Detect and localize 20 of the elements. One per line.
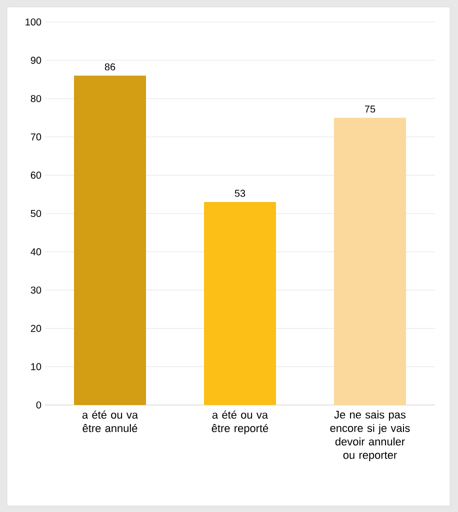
- y-tick-label: 10: [31, 363, 42, 370]
- y-tick-label: 20: [30, 324, 42, 332]
- y-tick-label: 90: [30, 56, 42, 64]
- x-tick-label: a été ou va être annulé: [82, 410, 138, 432]
- y-tick-label: 0: [36, 401, 42, 409]
- y-tick-label: 80: [30, 95, 42, 102]
- data-label: 53: [234, 190, 246, 197]
- y-tick-label: 30: [30, 286, 42, 294]
- x-tick-label: Je ne sais pas encore si je vais devoir annuler ou reporter: [330, 410, 410, 462]
- data-label: 75: [364, 106, 376, 113]
- data-label: 86: [104, 63, 116, 70]
- bar: [334, 118, 406, 405]
- bar: [204, 202, 276, 405]
- y-tick-label: 100: [26, 18, 42, 26]
- y-tick-label: 70: [30, 133, 42, 140]
- y-tick-label: 40: [30, 248, 42, 256]
- x-tick-label: a été ou va être reporté: [212, 410, 268, 434]
- y-tick-label: 50: [30, 210, 42, 218]
- y-tick-label: 60: [30, 172, 42, 179]
- bar: [74, 76, 146, 405]
